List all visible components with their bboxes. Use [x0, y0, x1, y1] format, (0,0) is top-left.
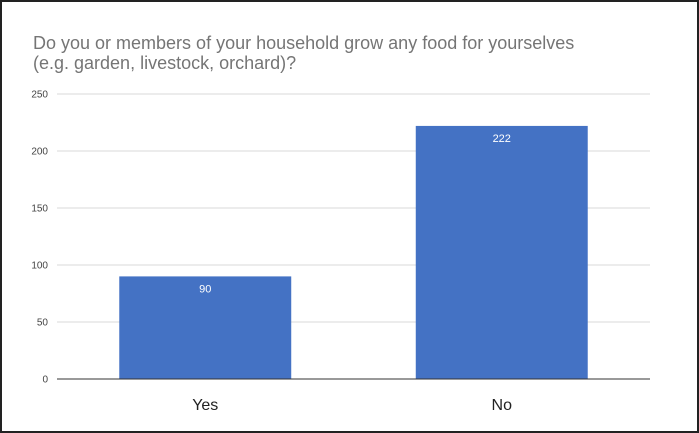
y-tick-label-100: 100	[31, 261, 48, 272]
bar-yes	[119, 276, 292, 379]
data-label-yes: 90	[199, 283, 211, 295]
chart-title-line-1: Do you or members of your household grow…	[33, 33, 575, 53]
data-label-no: 222	[493, 133, 511, 145]
y-tick-label-150: 150	[31, 204, 48, 215]
bars	[119, 125, 588, 379]
x-tick-label-yes: Yes	[192, 397, 218, 414]
y-tick-label-250: 250	[31, 90, 48, 101]
chart-title-line-2: (e.g. garden, livestock, orchard)?	[33, 53, 297, 73]
x-tick-label-no: No	[492, 397, 513, 414]
labels: 0 50 100 150 200 250 90 Yes 222 No	[31, 90, 512, 415]
y-tick-label-50: 50	[37, 318, 49, 329]
chart-title: Do you or members of your household grow…	[33, 33, 683, 73]
bar-no	[415, 125, 588, 379]
y-tick-label-0: 0	[42, 375, 48, 386]
y-tick-label-200: 200	[31, 147, 48, 158]
